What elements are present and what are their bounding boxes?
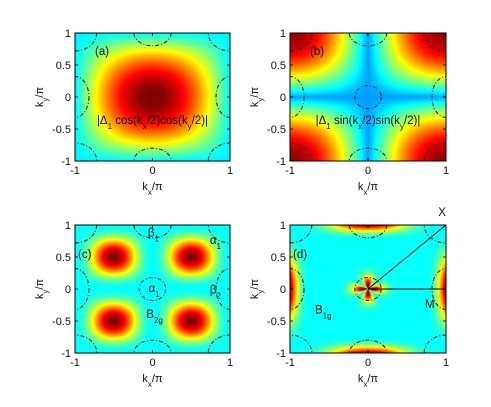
- y-tick-label: 1: [65, 28, 71, 40]
- b2g-label: B2g: [146, 309, 163, 325]
- alpha1-corner-label: α1: [210, 235, 222, 251]
- y-tick-label: 0.5: [56, 252, 71, 264]
- x-point-label: X: [438, 207, 446, 219]
- y-tick-label: 1: [280, 28, 286, 40]
- y-tick-label: -1: [276, 156, 286, 168]
- beta2-label: β2: [210, 284, 222, 300]
- y-tick-label: -0.5: [52, 124, 71, 136]
- x-tick-label: 1: [443, 357, 449, 369]
- formula-label: |Δ1 sin(kx/2)sin(ky/2)|: [316, 115, 421, 131]
- panel-label: (c): [78, 249, 92, 261]
- y-tick-label: -1: [61, 348, 71, 360]
- y-tick-label: -1: [61, 156, 71, 168]
- x-tick-label: 0: [149, 357, 155, 369]
- x-tick-label: -1: [285, 357, 295, 369]
- gamma-x-line: [367, 224, 447, 290]
- y-tick-label: 0: [280, 92, 286, 104]
- y-axis-label: ky/π: [249, 279, 265, 300]
- y-tick-label: 1: [280, 220, 286, 232]
- y-tick-label: 0.5: [271, 60, 286, 72]
- x-tick-label: 0: [149, 165, 155, 177]
- y-tick-label: -1: [276, 348, 286, 360]
- y-tick-label: -0.5: [267, 316, 286, 328]
- heatmap-image: [290, 33, 446, 161]
- x-tick-label: 1: [227, 357, 233, 369]
- formula-label: |Δ1 cos(kx/2)cos(ky/2)|: [97, 115, 208, 131]
- x-tick-label: 0: [365, 165, 371, 177]
- y-axis-label: ky/π: [249, 87, 265, 108]
- heatmap-image: [75, 225, 230, 353]
- x-tick-label: -1: [70, 165, 80, 177]
- alpha1-center-label: α1: [149, 283, 161, 299]
- y-axis-label: ky/π: [34, 279, 50, 300]
- y-tick-label: 0: [65, 92, 71, 104]
- panel-c: -1 0 1 1 0.5 0 -0.5 -1 kx/π ky/π (c) β1 α1 α1 β2 B2g: [34, 220, 233, 389]
- x-tick-label: -1: [285, 165, 295, 177]
- x-axis-label: kx/π: [358, 373, 379, 389]
- beta1-label: β1: [148, 228, 160, 244]
- y-tick-label: -0.5: [267, 124, 286, 136]
- m-point-label: M: [425, 299, 435, 311]
- panel-a: -1 0 1 1 0.5 0 -0.5 -1 kx/π ky/π (a) |Δ1 cos(kx/2)c…: [34, 28, 233, 197]
- panel-label: (d): [293, 249, 307, 261]
- x-tick-label: 0: [365, 357, 371, 369]
- x-tick-label: 1: [227, 165, 233, 177]
- panel-label: (a): [95, 46, 109, 58]
- y-tick-label: 0: [65, 284, 71, 296]
- y-tick-label: 0.5: [56, 60, 71, 72]
- y-tick-label: 0: [280, 284, 286, 296]
- panel-d: -1 0 1 1 0.5 0 -0.5 -1 kx/π ky/π (d) X M B1g: [249, 207, 449, 389]
- y-tick-label: -0.5: [52, 316, 71, 328]
- b1g-label: B1g: [315, 304, 332, 320]
- x-axis-label: kx/π: [142, 181, 163, 197]
- x-tick-label: 1: [443, 165, 449, 177]
- x-axis-label: kx/π: [358, 181, 379, 197]
- y-tick-label: 0.5: [271, 252, 286, 264]
- panel-label: (b): [310, 46, 324, 58]
- heatmap-image: [75, 33, 230, 161]
- panel-b: -1 0 1 1 0.5 0 -0.5 -1 kx/π ky/π (b) |Δ1 sin(kx/2)s…: [249, 28, 449, 197]
- y-axis-label: ky/π: [34, 87, 50, 108]
- x-tick-label: -1: [70, 357, 80, 369]
- y-tick-label: 1: [65, 220, 71, 232]
- x-axis-label: kx/π: [142, 373, 163, 389]
